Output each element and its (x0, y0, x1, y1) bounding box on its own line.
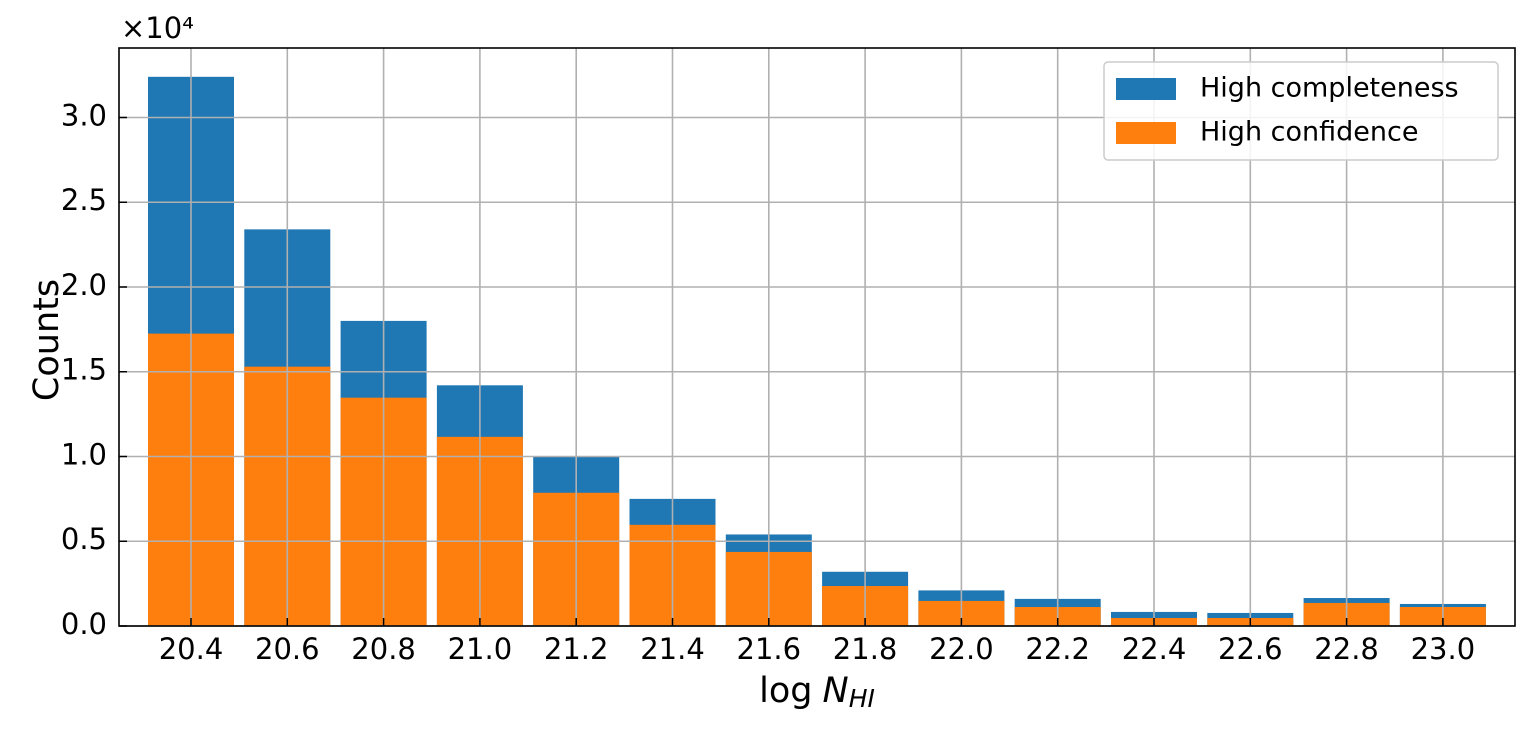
x-tick-label: 22.4 (1122, 632, 1187, 666)
legend-swatch (1116, 122, 1176, 144)
x-label-log: log (759, 671, 812, 711)
x-tick-label: 20.8 (351, 632, 416, 666)
x-label-n: N (823, 671, 849, 711)
x-tick-label: 21.8 (833, 632, 898, 666)
x-tick-label: 23.0 (1411, 632, 1476, 666)
x-tick-label: 20.6 (255, 632, 320, 666)
x-tick-label: 21.4 (640, 632, 705, 666)
y-axis-label: Counts (27, 279, 67, 401)
plot-frame (118, 47, 1516, 627)
y-tick-label: 0.0 (61, 607, 107, 641)
y-multiplier: ×10⁴ (121, 11, 194, 45)
x-label-sub: HI (849, 684, 875, 713)
x-tick-label: 22.8 (1314, 632, 1379, 666)
x-tick-label: 22.0 (929, 632, 994, 666)
y-tick-label: 1.0 (61, 437, 107, 471)
y-tick-label: 0.5 (61, 522, 107, 556)
x-tick-label: 22.2 (1025, 632, 1090, 666)
x-axis-label: log NHI (759, 671, 875, 713)
y-tick-label: 2.0 (61, 268, 107, 302)
legend-label: High completeness (1200, 73, 1459, 104)
legend-box (1103, 61, 1499, 161)
x-tick-label: 21.6 (737, 632, 802, 666)
legend-swatch (1116, 78, 1176, 100)
y-tick-label: 3.0 (61, 98, 107, 132)
x-tick-label: 21.2 (544, 632, 609, 666)
x-tick-label: 20.4 (159, 632, 224, 666)
y-tick-label: 1.5 (61, 353, 107, 387)
y-tick-label: 2.5 (61, 183, 107, 217)
legend-label: High confidence (1200, 117, 1418, 148)
x-tick-label: 21.0 (448, 632, 513, 666)
x-tick-label: 22.6 (1218, 632, 1283, 666)
